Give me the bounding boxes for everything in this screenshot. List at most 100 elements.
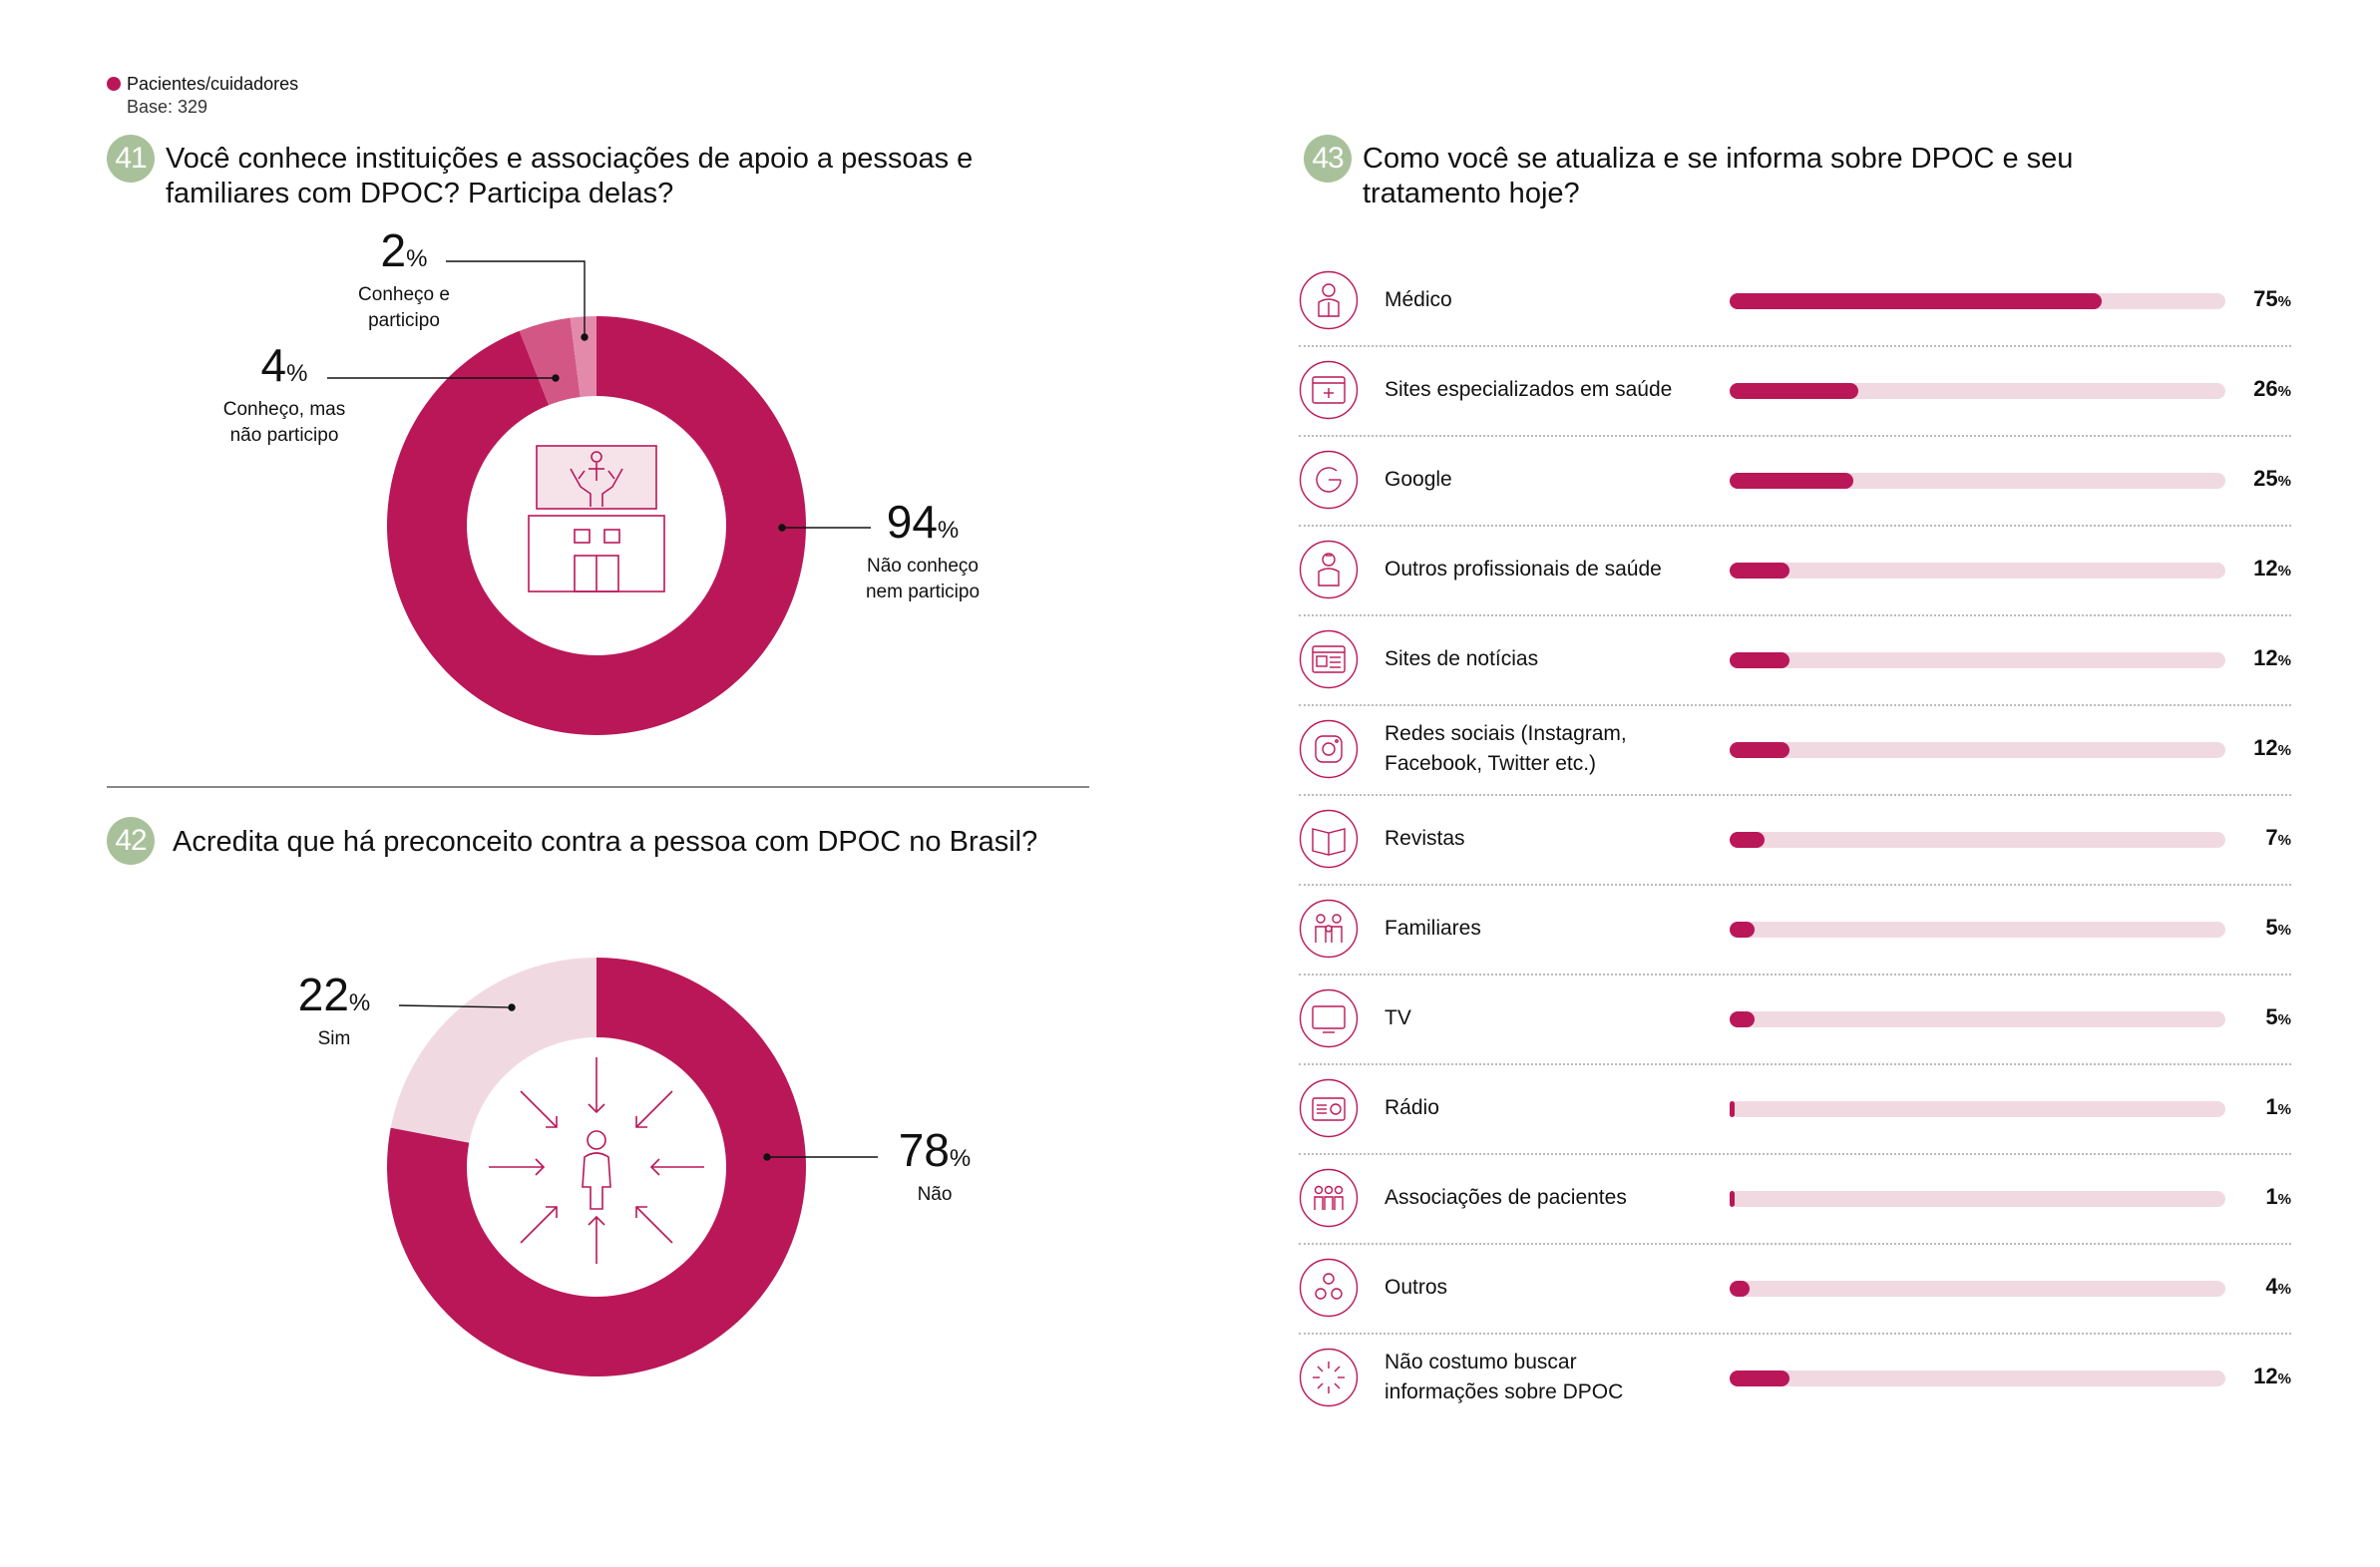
pct-sign: %	[2277, 383, 2291, 400]
legend-swatch	[107, 77, 121, 91]
bar-track	[1730, 1191, 2225, 1207]
news-website-icon	[1299, 629, 1359, 689]
q41-leader-lines	[327, 260, 871, 532]
q41-label-2: 2% Conheço e participo	[329, 227, 479, 334]
row-separator	[1299, 1243, 2291, 1245]
bar-row: Médico 75%	[1299, 257, 2291, 347]
bar-label: Google	[1385, 465, 1714, 495]
row-separator	[1299, 1333, 2291, 1335]
q42-label-78: 78% Não	[870, 1127, 999, 1208]
leader-dot	[552, 374, 560, 382]
bar-track	[1730, 473, 2225, 489]
pct-sign: %	[2277, 1191, 2291, 1208]
bar-label: Sites de notícias	[1385, 644, 1714, 674]
bar-fill	[1730, 652, 1789, 668]
bar-value: 5%	[2265, 915, 2291, 941]
health-website-icon	[1299, 360, 1359, 420]
row-separator	[1299, 974, 2291, 976]
bar-label-line1: Redes sociais (Instagram,	[1385, 722, 1627, 745]
slice-nao	[386, 958, 806, 1376]
instagram-icon	[1299, 719, 1359, 779]
bar-value: 12%	[2253, 1364, 2291, 1389]
bar-fill	[1730, 1281, 1750, 1297]
chart-q42	[386, 958, 878, 1376]
bar-row: Revistas 7%	[1299, 796, 2291, 886]
q41-value-2: 2	[380, 224, 407, 276]
sparkle-icon	[1299, 1348, 1359, 1407]
slice-conheco-participo	[570, 316, 596, 398]
bar-row: Outros 4%	[1299, 1245, 2291, 1335]
bar-row: Sites especializados em saúde 26%	[1299, 347, 2291, 437]
bar-value-number: 5	[2265, 1004, 2278, 1029]
bar-label-line1: Associações de pacientes	[1385, 1186, 1627, 1209]
donut-q41	[386, 316, 806, 735]
tv-icon	[1299, 988, 1359, 1048]
pct-sign: %	[406, 245, 428, 272]
bar-label-line1: Outros profissionais de saúde	[1385, 558, 1662, 581]
slice-sim	[390, 958, 596, 1143]
bar-fill	[1730, 922, 1755, 938]
bar-label-line2: Facebook, Twitter etc.)	[1385, 752, 1597, 775]
q41-label-4: 4% Conheço, mas não participo	[199, 342, 369, 449]
bar-value-number: 1	[2265, 1094, 2278, 1119]
leader-dot	[763, 1153, 771, 1161]
row-separator	[1299, 614, 2291, 616]
pct-sign: %	[2277, 742, 2291, 759]
q42-leader-lines	[398, 1003, 878, 1161]
pct-sign: %	[2277, 1101, 2291, 1118]
q41-text-4-l2: não participo	[229, 425, 339, 446]
pct-sign: %	[348, 989, 371, 1016]
leader-q42-22	[398, 1004, 513, 1008]
group-icon	[1299, 1168, 1359, 1228]
question-41-title-line2: familiares com DPOC? Participa delas?	[166, 178, 674, 209]
q41-text-94-l2: nem participo	[865, 582, 981, 602]
row-separator	[1299, 794, 2291, 796]
bar-value: 1%	[2265, 1094, 2291, 1120]
leader-dot	[508, 1003, 516, 1011]
bar-value-number: 75	[2253, 286, 2278, 311]
hands-building-icon	[528, 445, 665, 592]
bar-track	[1730, 1371, 2225, 1386]
legend-item: Pacientes/cuidadores	[107, 73, 298, 96]
q41-text-4-l1: Conheço, mas	[222, 399, 346, 420]
pct-sign: %	[2277, 473, 2291, 490]
legend: Pacientes/cuidadores Base: 329	[107, 73, 298, 119]
section-divider	[107, 786, 1089, 788]
bar-row: Sites de notícias 12%	[1299, 616, 2291, 706]
family-icon	[1299, 899, 1359, 959]
question-43-title: Como você se atualiza e se informa sobre…	[1363, 142, 2073, 211]
bar-value-number: 25	[2253, 466, 2278, 491]
bar-value: 7%	[2265, 825, 2291, 851]
pct-sign: %	[286, 360, 308, 387]
legend-base: Base: 329	[127, 97, 208, 117]
row-separator	[1299, 435, 2291, 437]
person-arrows-icon	[489, 1057, 704, 1264]
bar-fill	[1730, 1371, 1789, 1386]
bar-value-number: 7	[2265, 825, 2278, 850]
bar-row: Google 25%	[1299, 437, 2291, 527]
leader-dot	[581, 333, 589, 341]
question-43-title-line2: tratamento hoje?	[1363, 178, 1580, 209]
bar-label-line1: Familiares	[1385, 917, 1481, 940]
bar-label: Rádio	[1385, 1093, 1714, 1123]
doctor-icon	[1299, 270, 1359, 330]
bar-label-line1: Revistas	[1385, 827, 1465, 850]
pct-sign: %	[937, 517, 960, 544]
bar-row: Redes sociais (Instagram, Facebook, Twitt…	[1299, 706, 2291, 796]
circles-icon	[1299, 1258, 1359, 1318]
bar-track	[1730, 742, 2225, 758]
bar-fill	[1730, 742, 1789, 758]
bar-label: Médico	[1385, 285, 1714, 315]
pct-sign: %	[2277, 1371, 2291, 1387]
bar-row: Associações de pacientes 1%	[1299, 1155, 2291, 1245]
pct-sign: %	[2277, 1011, 2291, 1028]
bar-label-line1: Médico	[1385, 288, 1452, 311]
pct-sign: %	[2277, 563, 2291, 580]
nurse-icon	[1299, 540, 1359, 599]
bar-track	[1730, 832, 2225, 848]
q42-text-78: Não	[917, 1184, 953, 1205]
bar-value: 1%	[2265, 1184, 2291, 1210]
pct-sign: %	[2277, 652, 2291, 669]
bar-label-line1: Outros	[1385, 1276, 1448, 1299]
bar-track	[1730, 922, 2225, 938]
